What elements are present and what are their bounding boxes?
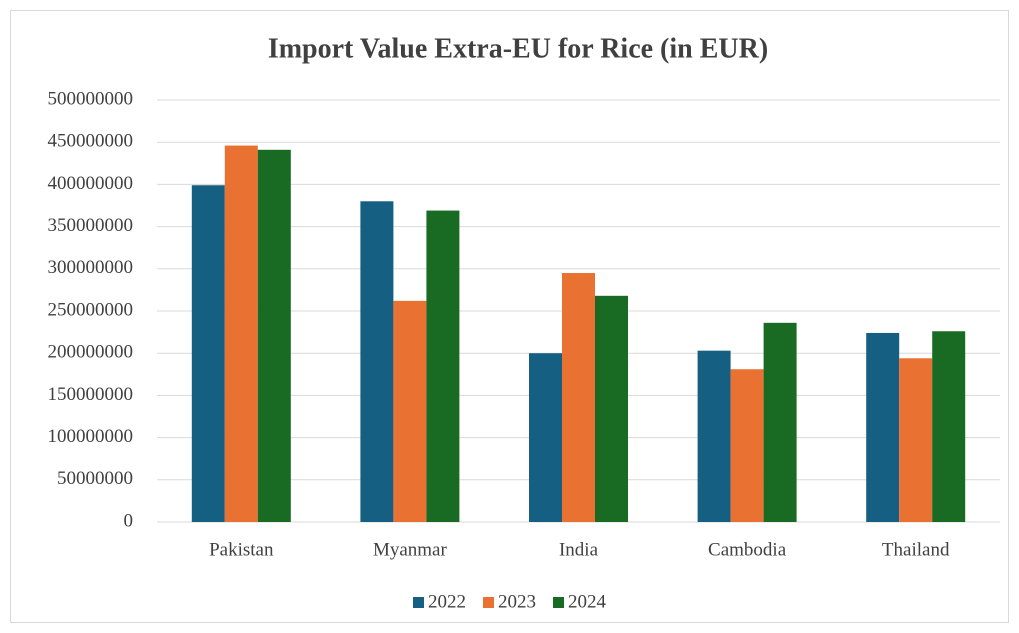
bar bbox=[932, 331, 966, 522]
bar bbox=[191, 185, 225, 522]
legend-swatch bbox=[483, 597, 494, 608]
bar bbox=[426, 210, 460, 522]
bar bbox=[224, 145, 258, 523]
bar bbox=[257, 149, 291, 522]
legend-label: 2022 bbox=[428, 591, 466, 612]
x-tick-label: Thailand bbox=[882, 539, 950, 560]
chart-title: Import Value Extra-EU for Rice (in EUR) bbox=[268, 33, 768, 64]
bar bbox=[899, 358, 933, 522]
y-tick-label: 450000000 bbox=[48, 131, 134, 152]
legend-swatch bbox=[553, 597, 564, 608]
bar bbox=[697, 350, 731, 522]
y-tick-label: 400000000 bbox=[48, 173, 134, 194]
y-tick-label: 200000000 bbox=[48, 342, 134, 363]
y-tick-label: 0 bbox=[124, 510, 134, 531]
chart-border bbox=[10, 10, 1009, 623]
y-tick-label: 250000000 bbox=[48, 299, 134, 320]
y-tick-label: 150000000 bbox=[48, 384, 134, 405]
y-tick-label: 500000000 bbox=[48, 88, 134, 109]
x-tick-label: Myanmar bbox=[373, 539, 448, 560]
legend-swatch bbox=[413, 597, 424, 608]
legend-label: 2023 bbox=[498, 591, 536, 612]
bar bbox=[866, 332, 900, 522]
y-tick-label: 100000000 bbox=[48, 426, 134, 447]
y-tick-label: 50000000 bbox=[57, 468, 133, 489]
bar bbox=[562, 273, 595, 522]
x-tick-label: Cambodia bbox=[708, 539, 787, 560]
legend-label: 2024 bbox=[568, 591, 607, 612]
bar bbox=[763, 322, 797, 522]
bar bbox=[595, 295, 628, 522]
x-tick-label: India bbox=[559, 539, 599, 560]
y-tick-label: 300000000 bbox=[48, 257, 134, 278]
x-tick-label: Pakistan bbox=[209, 539, 274, 560]
y-tick-label: 350000000 bbox=[48, 215, 134, 236]
bar bbox=[360, 201, 394, 522]
bar bbox=[529, 353, 562, 522]
bar bbox=[730, 369, 764, 522]
bar bbox=[393, 300, 427, 522]
